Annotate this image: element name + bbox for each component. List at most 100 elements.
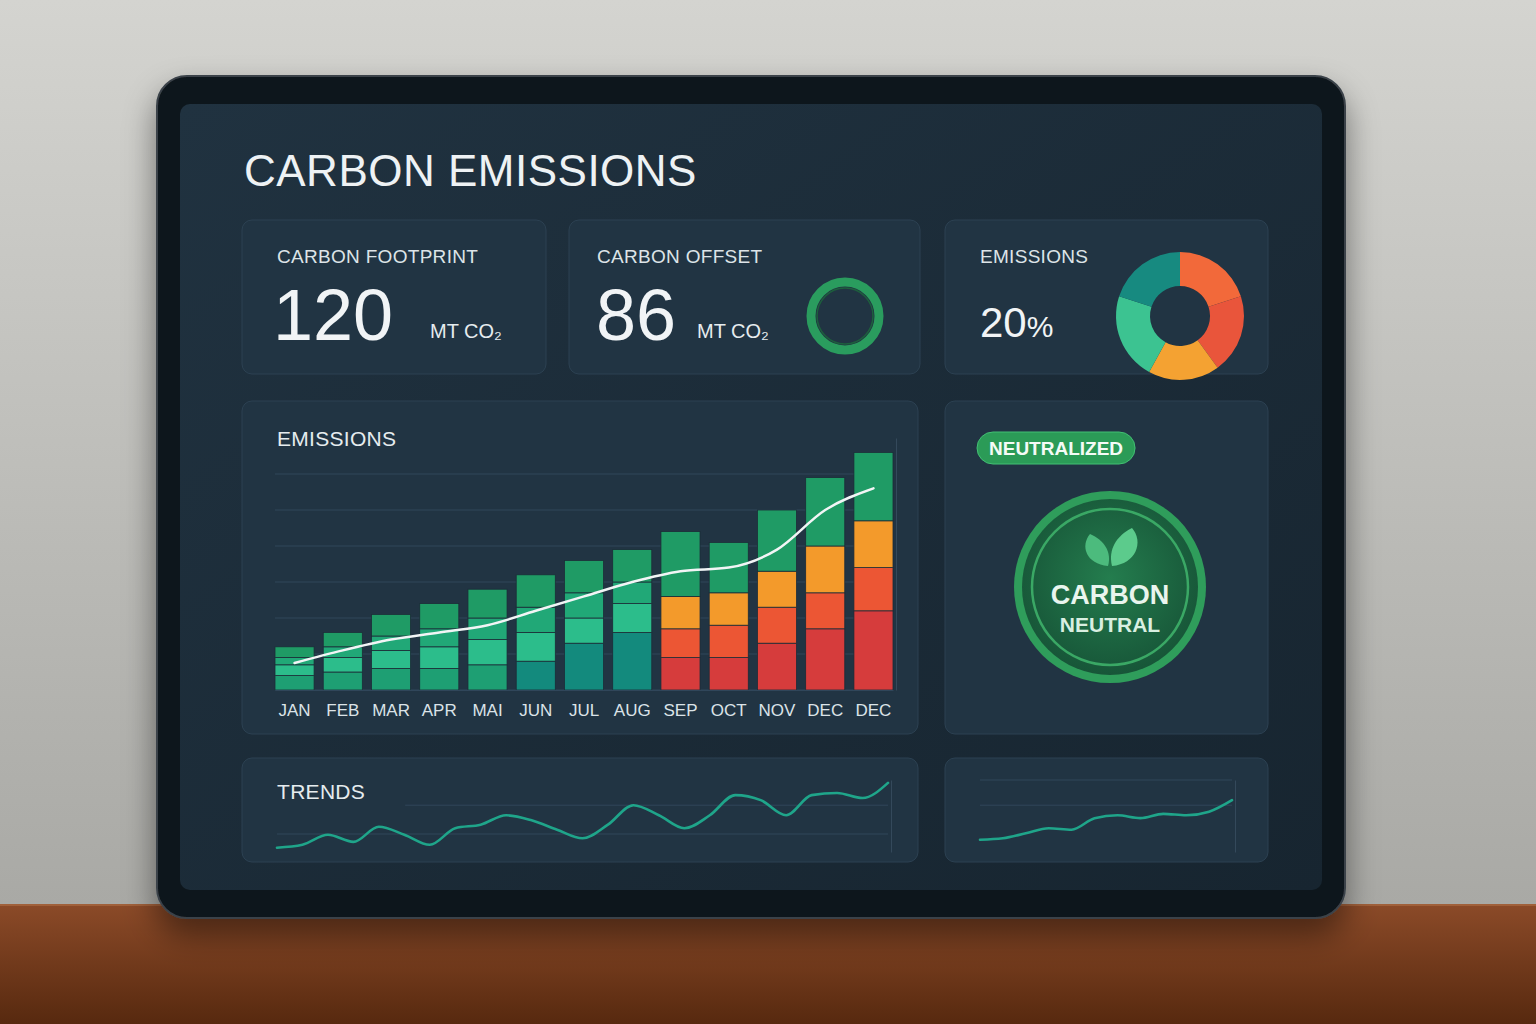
bar-segment <box>806 593 845 629</box>
kpi-unit: MT CO₂ <box>430 320 502 342</box>
bar-segment <box>516 661 555 690</box>
chart: EMISSIONS JAN FEB MAR APR MAI JUN JUL AUG SEP OCT N… <box>275 427 897 720</box>
x-tick-label: DEC <box>856 701 892 720</box>
x-tick-label: JAN <box>278 701 310 720</box>
bar-segment <box>709 593 748 625</box>
chart-title: TRENDS <box>277 780 365 803</box>
bar-segment <box>516 575 555 607</box>
bar-segment <box>854 452 893 520</box>
bar-segment <box>613 550 652 582</box>
badge-panel <box>945 401 1268 734</box>
kpi-card <box>945 220 1268 374</box>
x-tick: APR <box>422 690 457 720</box>
kpi-value-group: 20% <box>980 299 1053 346</box>
bar-segment <box>420 647 459 669</box>
x-tick: FEB <box>326 690 359 720</box>
x-tick-label: MAR <box>372 701 410 720</box>
x-tick: DEC <box>807 690 843 720</box>
plot-marks <box>275 452 893 690</box>
x-tick: MAR <box>372 690 410 720</box>
table <box>0 905 1536 1024</box>
x-tick: MAI <box>472 690 502 720</box>
bar-segment <box>323 632 362 646</box>
kpi-value: 120 <box>273 275 393 355</box>
dashboard-title: CARBON EMISSIONS <box>244 146 697 195</box>
chart-panel <box>242 758 918 862</box>
y-axis <box>891 781 893 853</box>
kpi-label: EMISSIONS <box>980 246 1088 267</box>
x-tick: AUG <box>614 690 651 720</box>
bar-segment <box>323 672 362 690</box>
line-series <box>295 488 874 663</box>
kpi-card <box>569 220 920 374</box>
badge-outer <box>1014 491 1206 683</box>
donut-slice <box>1119 252 1180 307</box>
bar-segment <box>757 643 796 690</box>
bar-segment <box>854 568 893 611</box>
kpi-unit: % <box>1027 310 1054 343</box>
x-tick-label: JUL <box>569 701 599 720</box>
bar-segment <box>468 640 507 665</box>
bar-segment <box>564 643 603 690</box>
badge-inner-ring <box>1032 509 1188 665</box>
bar-series <box>275 452 893 657</box>
bar-segment <box>516 632 555 661</box>
page: CARBON EMISSIONSCARBON FOOTPRINT120MT CO… <box>0 0 1536 1024</box>
bar-segment <box>468 665 507 690</box>
bar-segment <box>854 611 893 690</box>
donut-slice <box>1116 296 1166 372</box>
grid-line <box>980 780 1232 781</box>
kpi-label: CARBON OFFSET <box>597 246 763 267</box>
badge-core <box>1022 499 1198 675</box>
kpi-value: 86 <box>596 275 676 355</box>
bar-segment <box>323 647 362 658</box>
x-axis-line <box>276 690 894 691</box>
line-series <box>277 783 888 848</box>
grid-line <box>980 805 1232 806</box>
y-axis-line <box>896 439 897 691</box>
x-tick-label: APR <box>422 701 457 720</box>
kpi-card <box>242 220 546 374</box>
x-tick: NOV <box>759 690 797 720</box>
donut-chart <box>1116 252 1244 380</box>
x-tick-label: MAI <box>472 701 502 720</box>
y-axis-line <box>891 781 892 853</box>
grid-line <box>275 510 893 511</box>
x-tick-label: DEC <box>807 701 843 720</box>
bar-segment <box>275 665 314 676</box>
chart-panel <box>242 401 918 734</box>
line-series <box>980 800 1232 840</box>
x-tick-label: SEP <box>663 701 697 720</box>
bar-segment <box>854 521 893 568</box>
offset-ring-inner <box>817 288 873 344</box>
dashboard-photo: CARBON EMISSIONSCARBON FOOTPRINT120MT CO… <box>0 0 1536 1024</box>
plot-marks <box>277 783 888 848</box>
bar-series <box>275 521 893 665</box>
bar-segment <box>806 629 845 690</box>
x-tick: JAN <box>278 690 310 720</box>
chart-title: EMISSIONS <box>277 427 396 450</box>
plot-marks <box>980 800 1232 840</box>
badge-text: NEUTRAL <box>1060 613 1160 636</box>
bar-segment <box>371 614 410 636</box>
tablet-frame <box>157 76 1345 918</box>
y-axis <box>896 439 898 691</box>
x-tick-label: OCT <box>711 701 747 720</box>
kpi-value: 20 <box>980 299 1027 346</box>
x-tick: JUN <box>519 690 552 720</box>
bar-segment <box>420 668 459 690</box>
bar-segment <box>275 676 314 690</box>
screen <box>180 104 1322 890</box>
bar-segment <box>613 632 652 690</box>
x-tick-label: AUG <box>614 701 651 720</box>
grid-line <box>275 474 893 475</box>
bar-segment <box>661 658 700 690</box>
x-tick-label: JUN <box>519 701 552 720</box>
status-pill-text: NEUTRALIZED <box>989 438 1123 459</box>
x-tick: DEC <box>856 690 892 720</box>
leaf <box>1085 534 1109 566</box>
leaf <box>1111 528 1138 566</box>
bar-segment <box>371 650 410 668</box>
bar-segment <box>420 604 459 629</box>
bar-segment <box>275 647 314 658</box>
